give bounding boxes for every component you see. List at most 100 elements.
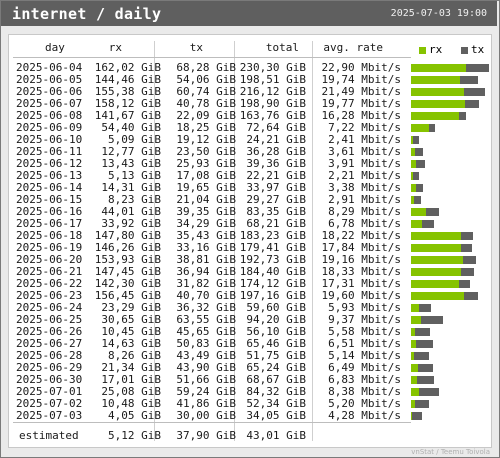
- cell-rx: 153,93 GiB: [94, 253, 161, 266]
- cell-rate: 19,74 Mbit/s: [321, 73, 401, 86]
- cell-tx: 18,25 GiB: [176, 121, 236, 134]
- cell-rx: 144,46 GiB: [94, 73, 161, 86]
- cell-total: 163,76 GiB: [239, 109, 306, 122]
- tx-bar: [464, 88, 485, 96]
- table-row: 2025-06-08 141,67 GiB 22,09 GiB 163,76 GiB 1…: [9, 110, 491, 122]
- cell-tx: 43,49 GiB: [176, 349, 236, 362]
- cell-tx: 60,74 GiB: [176, 85, 236, 98]
- cell-rx: 14,63 GiB: [101, 337, 161, 350]
- tx-bar: [417, 376, 434, 384]
- rx-bar: [411, 136, 413, 144]
- table-row: 2025-06-11 12,77 GiB 23,50 GiB 36,28 GiB 3,6…: [9, 146, 491, 158]
- cell-rx: 33,92 GiB: [101, 217, 161, 230]
- rx-bar: [411, 112, 459, 120]
- cell-rx: 25,08 GiB: [101, 385, 161, 398]
- rx-bar: [411, 184, 416, 192]
- rx-bar: [411, 292, 464, 300]
- cell-tx: 54,06 GiB: [176, 73, 236, 86]
- table-row: 2025-06-27 14,63 GiB 50,83 GiB 65,46 GiB 6,5…: [9, 338, 491, 350]
- rx-bar: [411, 244, 461, 252]
- cell-total: 198,90 GiB: [239, 97, 306, 110]
- cell-total: 65,46 GiB: [246, 337, 306, 350]
- legend-tx-label: tx: [471, 43, 485, 56]
- rx-bar: [411, 364, 418, 372]
- cell-rate: 3,38 Mbit/s: [328, 181, 401, 194]
- rx-bar: [411, 76, 460, 84]
- summary-divider: [13, 422, 411, 423]
- rx-bar: [411, 124, 429, 132]
- rx-bar: [411, 412, 412, 420]
- cell-day: 2025-06-18: [16, 229, 83, 242]
- cell-tx: 50,83 GiB: [176, 337, 236, 350]
- cell-tx: 38,81 GiB: [176, 253, 236, 266]
- rx-bar: [411, 304, 419, 312]
- cell-rate: 21,49 Mbit/s: [321, 85, 401, 98]
- cell-rx: 146,26 GiB: [94, 241, 161, 254]
- cell-rate: 6,49 Mbit/s: [328, 361, 401, 374]
- rx-swatch-icon: [419, 46, 426, 54]
- tx-bar: [414, 352, 429, 360]
- rx-bar: [411, 148, 415, 156]
- table-row: 2025-07-02 10,48 GiB 41,86 GiB 52,34 GiB 5,2…: [9, 398, 491, 410]
- cell-total: 197,16 GiB: [239, 289, 306, 302]
- legend-tx: tx: [461, 43, 484, 56]
- cell-day: 2025-07-01: [16, 385, 83, 398]
- cell-rx: 12,77 GiB: [101, 145, 161, 158]
- rx-bar: [411, 388, 419, 396]
- table-row: 2025-06-04 162,02 GiB 68,28 GiB 230,30 GiB 2…: [9, 62, 491, 74]
- table-row: 2025-06-26 10,45 GiB 45,65 GiB 56,10 GiB 5,5…: [9, 326, 491, 338]
- cell-rate: 7,22 Mbit/s: [328, 121, 401, 134]
- cell-rx: 17,01 GiB: [101, 373, 161, 386]
- cell-total: 33,97 GiB: [246, 181, 306, 194]
- legend-rx-label: rx: [429, 43, 443, 56]
- tx-bar: [460, 76, 478, 84]
- cell-rx: 162,02 GiB: [94, 61, 161, 74]
- cell-rx: 156,45 GiB: [94, 289, 161, 302]
- rx-bar: [411, 376, 417, 384]
- rx-bar: [411, 172, 413, 180]
- table-row: 2025-06-28 8,26 GiB 43,49 GiB 51,75 GiB 5,14…: [9, 350, 491, 362]
- tx-bar: [415, 328, 430, 336]
- cell-rx: 13,43 GiB: [101, 157, 161, 170]
- estimated-tx: 37,90 GiB: [176, 429, 236, 442]
- cell-rate: 8,29 Mbit/s: [328, 205, 401, 218]
- rx-bar: [411, 220, 422, 228]
- cell-rx: 10,45 GiB: [101, 325, 161, 338]
- cell-rate: 4,28 Mbit/s: [328, 409, 401, 422]
- tx-swatch-icon: [461, 46, 468, 54]
- rx-bar: [411, 256, 463, 264]
- cell-tx: 22,09 GiB: [176, 109, 236, 122]
- cell-rx: 155,38 GiB: [94, 85, 161, 98]
- table-row: 2025-06-14 14,31 GiB 19,65 GiB 33,97 GiB 3,3…: [9, 182, 491, 194]
- header-rate: avg. rate: [323, 41, 383, 54]
- tx-bar: [461, 268, 474, 276]
- table-row: 2025-06-16 44,01 GiB 39,35 GiB 83,35 GiB 8,2…: [9, 206, 491, 218]
- title-bar: internet / daily 2025-07-03 19:00: [1, 1, 497, 26]
- cell-day: 2025-07-02: [16, 397, 83, 410]
- cell-rx: 147,45 GiB: [94, 265, 161, 278]
- cell-day: 2025-06-10: [16, 133, 83, 146]
- legend-rx: rx: [419, 43, 442, 56]
- tx-bar: [463, 256, 476, 264]
- cell-day: 2025-06-04: [16, 61, 83, 74]
- traffic-table: day rx tx total avg. rate rx tx 2025-06-…: [8, 34, 492, 448]
- cell-day: 2025-06-15: [16, 193, 83, 206]
- table-row: 2025-06-18 147,80 GiB 35,43 GiB 183,23 GiB 1…: [9, 230, 491, 242]
- cell-day: 2025-06-30: [16, 373, 83, 386]
- cell-rate: 6,78 Mbit/s: [328, 217, 401, 230]
- header-day: day: [45, 41, 65, 54]
- cell-tx: 36,32 GiB: [176, 301, 236, 314]
- cell-rate: 3,61 Mbit/s: [328, 145, 401, 158]
- header-rx: rx: [108, 41, 122, 54]
- tx-bar: [459, 280, 470, 288]
- cell-tx: 45,65 GiB: [176, 325, 236, 338]
- table-row: 2025-06-21 147,45 GiB 36,94 GiB 184,40 GiB 1…: [9, 266, 491, 278]
- tx-bar: [415, 400, 429, 408]
- cell-day: 2025-07-03: [16, 409, 83, 422]
- rx-bar: [411, 328, 415, 336]
- table-row: 2025-06-07 158,12 GiB 40,78 GiB 198,90 GiB 1…: [9, 98, 491, 110]
- tx-bar: [415, 148, 423, 156]
- cell-day: 2025-06-07: [16, 97, 83, 110]
- cell-rate: 6,83 Mbit/s: [328, 373, 401, 386]
- tx-bar: [461, 244, 472, 252]
